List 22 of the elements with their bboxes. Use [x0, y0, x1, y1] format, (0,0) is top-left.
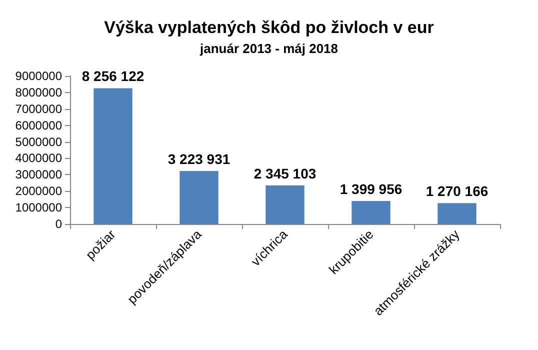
data-label: 1 399 956: [340, 180, 402, 197]
chart-title: Výška vyplatených škôd po živloch v eur: [104, 18, 434, 37]
y-tick-label: 5000000: [15, 134, 62, 149]
bar: [352, 200, 390, 224]
bar: [94, 88, 132, 224]
data-label: 8 256 122: [82, 68, 144, 84]
bar: [438, 203, 476, 224]
y-tick-label: 7000000: [15, 102, 62, 116]
chart-subtitle: január 2013 - máj 2018: [198, 41, 338, 56]
bar: [180, 170, 218, 224]
data-label: 2 345 103: [254, 165, 316, 182]
bar: [266, 185, 304, 224]
y-tick-label: 6000000: [15, 118, 62, 132]
data-label: 3 223 931: [168, 150, 230, 167]
y-tick-label: 2000000: [15, 184, 62, 198]
y-tick-label: 8000000: [15, 85, 62, 100]
y-tick-label: 3000000: [15, 168, 62, 182]
y-tick-label: 9000000: [15, 69, 62, 83]
y-tick-label: 4000000: [15, 151, 62, 166]
data-label: 1 270 166: [426, 183, 488, 200]
y-tick-label: 1000000: [15, 200, 62, 215]
y-tick-label: 0: [55, 217, 62, 231]
